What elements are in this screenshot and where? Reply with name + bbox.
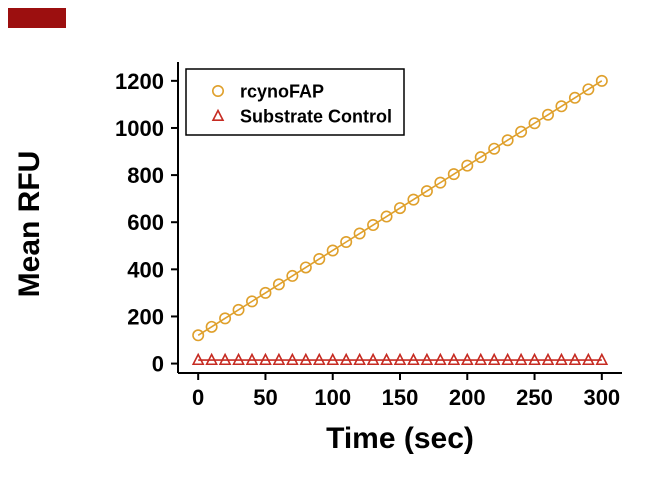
- circle-marker: [447, 168, 460, 181]
- y-tick-label: 1200: [115, 69, 164, 94]
- y-tick-label: 400: [127, 257, 164, 282]
- axes: [171, 62, 622, 380]
- triangle-marker: [353, 352, 366, 366]
- y-tick-label: 1000: [115, 116, 164, 141]
- circle-marker: [407, 193, 420, 206]
- circle-marker: [393, 202, 406, 215]
- triangle-marker: [299, 352, 313, 366]
- series-rcynofap: [192, 74, 608, 342]
- x-tick-label: 300: [583, 385, 620, 410]
- triangle-marker: [286, 352, 299, 366]
- triangle-marker: [380, 352, 393, 366]
- x-tick-label: 0: [192, 385, 204, 410]
- circle-marker: [568, 91, 581, 104]
- triangle-marker: [326, 352, 340, 366]
- circle-marker: [353, 227, 366, 240]
- triangle-marker: [272, 352, 286, 366]
- circle-marker: [488, 142, 501, 155]
- circle-marker: [541, 108, 554, 121]
- circle-marker: [474, 151, 487, 164]
- legend-label: rcynoFAP: [240, 82, 324, 102]
- y-tick-label: 200: [127, 304, 164, 329]
- legend: rcynoFAP Substrate Control: [185, 68, 405, 136]
- circle-marker: [219, 312, 232, 325]
- triangle-marker: [541, 352, 555, 366]
- y-tick-label: 0: [152, 352, 164, 377]
- triangle-marker: [487, 352, 501, 366]
- x-tick-label: 50: [253, 385, 277, 410]
- triangle-marker: [339, 352, 353, 366]
- triangle-marker: [393, 352, 407, 366]
- circle-marker: [582, 83, 595, 96]
- circle-marker: [313, 252, 326, 265]
- triangle-marker: [582, 352, 595, 366]
- legend-label: Substrate Control: [240, 107, 392, 127]
- series-substrate-control: [191, 352, 609, 366]
- triangle-marker: [191, 352, 205, 366]
- circle-marker: [515, 125, 528, 138]
- series-line: [197, 80, 603, 336]
- triangle-marker: [420, 352, 434, 366]
- legend-circle-marker: [212, 85, 225, 98]
- x-tick-label: 150: [382, 385, 419, 410]
- x-tick-label: 100: [314, 385, 351, 410]
- triangle-marker: [595, 352, 609, 366]
- x-axis-title: Time (sec): [326, 422, 474, 455]
- triangle-marker: [447, 352, 461, 366]
- brand-mark: [8, 8, 66, 28]
- legend-triangle-marker: [211, 108, 225, 121]
- circle-marker: [259, 286, 272, 299]
- circle-marker: [367, 219, 380, 232]
- circle-marker: [326, 244, 339, 257]
- triangle-marker: [232, 352, 245, 366]
- triangle-marker: [474, 352, 488, 366]
- circle-marker: [501, 134, 514, 147]
- circle-marker: [380, 210, 393, 223]
- circle-marker: [286, 269, 299, 282]
- legend-box: [185, 68, 405, 136]
- triangle-marker: [514, 352, 528, 366]
- triangle-marker: [205, 352, 218, 366]
- tick-labels: 0 50 100 150 200 250 300 0 200 400 600 800 1000 1200: [115, 69, 620, 410]
- x-tick-label: 250: [516, 385, 553, 410]
- triangle-marker: [407, 352, 420, 366]
- circle-marker: [420, 185, 433, 198]
- triangle-marker: [312, 352, 326, 366]
- circle-marker: [205, 320, 218, 333]
- circle-marker: [272, 278, 285, 291]
- triangle-marker: [218, 352, 232, 366]
- x-tick-label: 200: [449, 385, 486, 410]
- y-tick-label: 600: [127, 210, 164, 235]
- circle-marker: [595, 74, 608, 87]
- circle-marker: [528, 117, 541, 130]
- circle-marker: [555, 100, 568, 113]
- circle-marker: [340, 236, 353, 249]
- triangle-marker: [501, 352, 514, 366]
- triangle-marker: [568, 352, 582, 366]
- circle-marker: [246, 295, 259, 308]
- triangle-marker: [460, 352, 474, 366]
- triangle-marker: [555, 352, 568, 366]
- triangle-marker: [434, 352, 447, 366]
- triangle-marker: [366, 352, 380, 366]
- triangle-marker: [528, 352, 541, 366]
- triangle-marker: [245, 352, 259, 366]
- circle-marker: [461, 159, 474, 172]
- circle-marker: [192, 329, 205, 342]
- circle-marker: [232, 303, 245, 316]
- circle-marker: [299, 261, 312, 274]
- y-axis-title: Mean RFU: [13, 150, 46, 298]
- circle-marker: [434, 176, 447, 189]
- y-tick-label: 800: [127, 163, 164, 188]
- triangle-marker: [259, 352, 272, 366]
